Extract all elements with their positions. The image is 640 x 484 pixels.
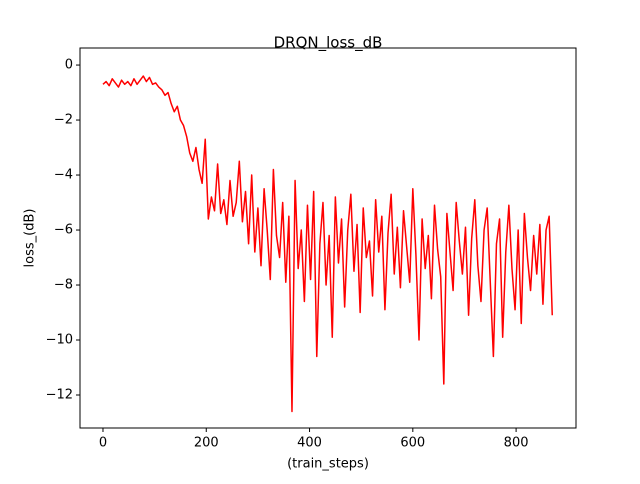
y-tick-label: −8 [54, 278, 73, 293]
y-tick-label: −6 [54, 223, 73, 238]
x-tick-label: 800 [504, 436, 529, 451]
x-tick-label: 200 [194, 436, 219, 451]
x-axis-label: (train_steps) [287, 457, 369, 472]
y-tick-label: −4 [54, 168, 73, 183]
x-tick-label: 0 [99, 436, 107, 451]
chart-title: DRQN_loss_dB [274, 34, 383, 53]
y-tick-label: −2 [54, 113, 73, 128]
y-axis-label: loss_(dB) [23, 209, 38, 268]
y-tick-label: −12 [46, 388, 73, 403]
plot-frame [79, 47, 577, 429]
y-tick-label: −10 [46, 333, 73, 348]
data-line [102, 75, 553, 413]
y-tick-label: 0 [65, 58, 73, 73]
x-tick-label: 600 [400, 436, 425, 451]
x-tick-label: 400 [297, 436, 322, 451]
